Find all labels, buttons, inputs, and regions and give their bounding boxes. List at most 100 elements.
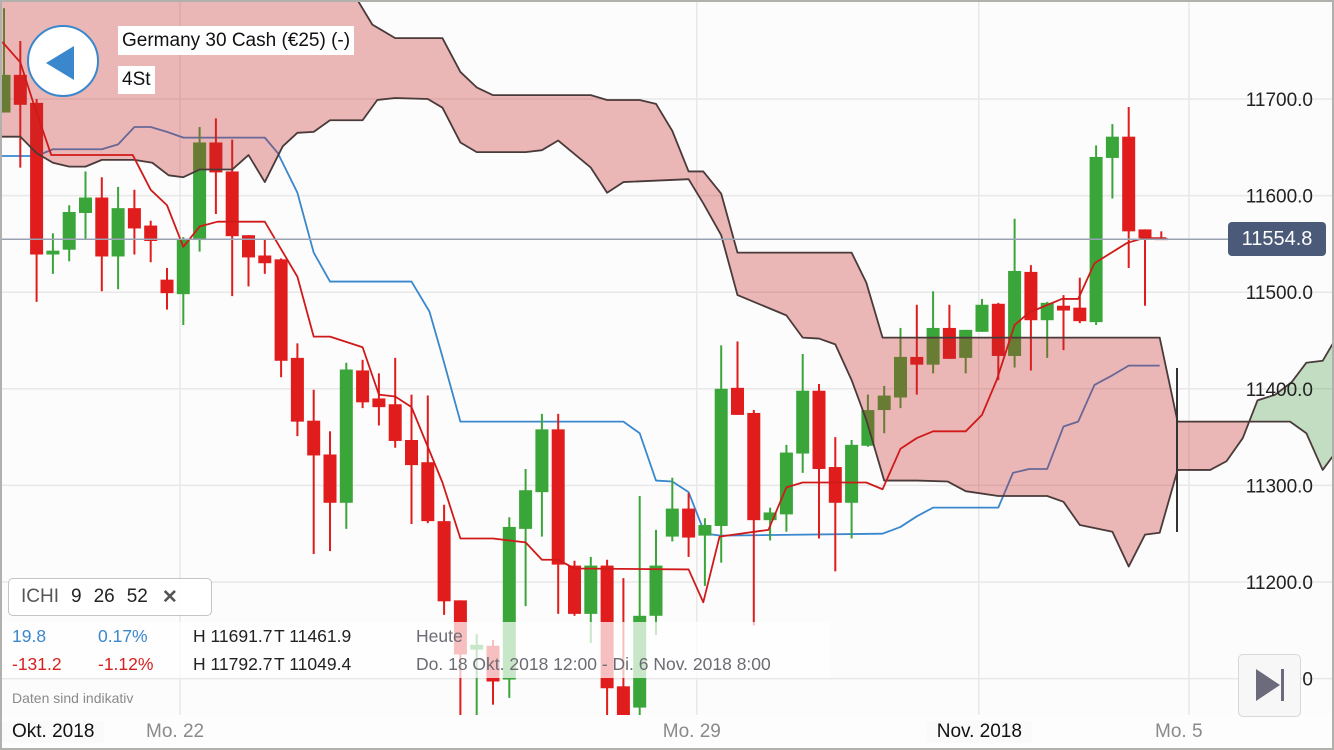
- timeframe-label[interactable]: 4St: [118, 66, 155, 94]
- candle-bearish[interactable]: [356, 359, 370, 409]
- candle-bearish[interactable]: [828, 437, 842, 572]
- candle-body: [584, 565, 598, 614]
- candle-body: [144, 225, 158, 242]
- candle-bearish[interactable]: [1138, 229, 1152, 306]
- senkou-span-b-line: [356, 0, 1334, 471]
- candle-bullish[interactable]: [796, 354, 810, 473]
- candle-bearish[interactable]: [209, 118, 223, 214]
- skip-to-end-bar: [1281, 669, 1284, 701]
- candle-bullish[interactable]: [714, 345, 728, 563]
- candle-bearish[interactable]: [388, 357, 402, 448]
- candle-bearish[interactable]: [1024, 265, 1038, 371]
- candles-layer: [0, 8, 1168, 722]
- candle-bearish[interactable]: [405, 394, 418, 525]
- candle-bearish[interactable]: [95, 177, 109, 292]
- candle-bearish[interactable]: [1122, 107, 1136, 269]
- candle-body: [388, 404, 402, 441]
- stats-row-range: -131.2 -1.12% H 11792.7 T 11049.4 Do. 18…: [0, 650, 830, 678]
- candle-body: [160, 279, 174, 294]
- candle-bearish[interactable]: [812, 383, 826, 539]
- candle-bearish[interactable]: [274, 258, 288, 378]
- candle-bearish[interactable]: [731, 341, 744, 415]
- candle-bullish[interactable]: [877, 385, 891, 434]
- candle-body: [714, 388, 728, 526]
- candle-body: [405, 439, 418, 466]
- candle-bearish[interactable]: [372, 373, 386, 426]
- candle-bullish[interactable]: [339, 362, 353, 529]
- candle-body: [894, 356, 907, 398]
- candle-bullish[interactable]: [649, 529, 663, 636]
- candle-bearish[interactable]: [144, 220, 158, 263]
- price-tick-label: 11500.0: [1246, 283, 1313, 304]
- candle-bullish[interactable]: [62, 205, 76, 262]
- candle-body: [1122, 136, 1136, 232]
- candle-body: [356, 370, 370, 403]
- candle-body: [828, 467, 842, 503]
- candle-bearish[interactable]: [747, 410, 761, 626]
- today-change-pct: 0.17%: [98, 626, 148, 646]
- candle-bearish[interactable]: [127, 189, 141, 255]
- candle-body: [845, 444, 859, 503]
- candle-bearish[interactable]: [1057, 295, 1070, 351]
- candle-body: [877, 395, 891, 411]
- candle-body: [193, 142, 207, 241]
- candle-body: [1138, 229, 1152, 239]
- indicator-param-1: 9: [71, 586, 82, 607]
- candle-body: [290, 357, 304, 422]
- candle-body: [649, 565, 663, 616]
- candle-bearish[interactable]: [242, 235, 255, 287]
- candle-bullish[interactable]: [111, 186, 125, 290]
- candle-bearish[interactable]: [225, 139, 239, 297]
- candle-bearish[interactable]: [290, 343, 304, 437]
- cloud-bullish: [1249, 341, 1334, 470]
- candle-bullish[interactable]: [193, 127, 207, 252]
- candle-bearish[interactable]: [568, 560, 581, 616]
- tenkan-sen-layer: [1, 41, 1167, 604]
- candle-body: [323, 454, 337, 503]
- candle-bullish[interactable]: [665, 477, 679, 542]
- candle-bearish[interactable]: [160, 268, 174, 310]
- candle-body: [1073, 307, 1087, 322]
- candle-bearish[interactable]: [910, 304, 924, 395]
- candle-body: [95, 197, 109, 257]
- candle-bearish[interactable]: [30, 99, 44, 302]
- candle-bearish[interactable]: [437, 504, 451, 615]
- indicator-param-2: 26: [93, 586, 115, 607]
- candle-bullish[interactable]: [975, 298, 989, 332]
- candle-body: [796, 390, 810, 454]
- candle-body: [519, 490, 533, 529]
- candle-body: [79, 197, 92, 213]
- tenkan-sen-line: [1, 41, 1167, 604]
- scroll-to-end-button[interactable]: [1238, 654, 1301, 717]
- candle-bullish[interactable]: [0, 8, 11, 113]
- candle-bearish[interactable]: [682, 493, 696, 557]
- price-tick-label: 11300.0: [1246, 476, 1313, 497]
- indicator-chip[interactable]: ICHI 9 26 52 ✕: [8, 578, 212, 616]
- candle-bearish[interactable]: [323, 431, 337, 552]
- candle-bullish[interactable]: [519, 468, 533, 607]
- candle-bullish[interactable]: [79, 171, 92, 240]
- candle-bullish[interactable]: [176, 237, 190, 326]
- price-axis: 11700.0 11600.0 11500.0 11400.0 11300.0 11200…: [1246, 90, 1313, 691]
- candle-bearish[interactable]: [942, 304, 956, 359]
- candle-bullish[interactable]: [633, 496, 647, 722]
- price-tick-label: 11200.0: [1246, 573, 1313, 594]
- candle-bearish[interactable]: [421, 395, 435, 524]
- candle-bullish[interactable]: [1089, 145, 1103, 326]
- candle-bullish[interactable]: [698, 518, 712, 586]
- candle-bearish[interactable]: [991, 302, 1005, 381]
- candle-bearish[interactable]: [258, 239, 272, 274]
- candle-bullish[interactable]: [845, 439, 859, 539]
- candle-body: [1057, 305, 1070, 311]
- back-button[interactable]: [27, 25, 99, 97]
- candle-bearish[interactable]: [1073, 277, 1087, 324]
- candle-bullish[interactable]: [1105, 124, 1119, 199]
- close-icon[interactable]: ✕: [161, 586, 178, 608]
- candle-bullish[interactable]: [535, 413, 549, 537]
- candle-bullish[interactable]: [46, 233, 60, 274]
- candle-bearish[interactable]: [307, 389, 321, 554]
- price-tick-label: 11400.0: [1246, 380, 1313, 401]
- candle-bullish[interactable]: [894, 327, 907, 409]
- candle-bearish[interactable]: [551, 413, 565, 614]
